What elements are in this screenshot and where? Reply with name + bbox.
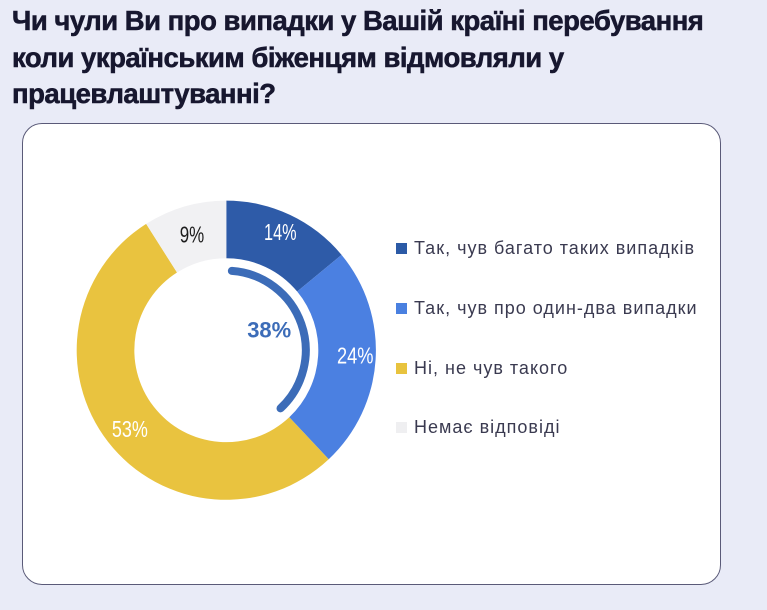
svg-text:38%: 38% <box>247 318 291 343</box>
svg-text:9%: 9% <box>180 222 205 248</box>
svg-text:53%: 53% <box>112 416 148 442</box>
svg-text:14%: 14% <box>264 219 297 245</box>
svg-text:24%: 24% <box>337 343 374 369</box>
